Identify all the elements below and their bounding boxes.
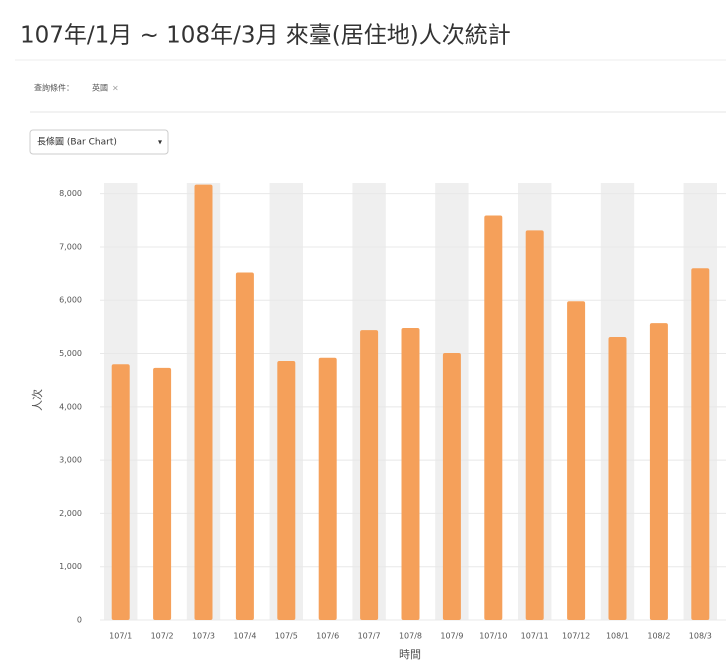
bar	[608, 337, 627, 620]
bar	[360, 330, 379, 620]
x-tick-label: 107/9	[440, 632, 463, 641]
y-tick-label: 6,000	[59, 296, 82, 305]
y-tick-label: 1,000	[59, 562, 82, 571]
x-tick-label: 108/2	[647, 632, 670, 641]
bar	[318, 357, 337, 620]
x-tick-label: 108/3	[689, 632, 712, 641]
filter-tag: 英國	[92, 83, 108, 93]
x-tick-label: 107/8	[399, 632, 422, 641]
x-tick-label: 107/12	[562, 632, 590, 641]
filter-label: 查詢條件：	[34, 83, 74, 93]
x-tick-label: 107/6	[316, 632, 339, 641]
page-title: 107年/1月 ~ 108年/3月 來臺(居住地)人次統計	[20, 23, 511, 49]
y-tick-label: 3,000	[59, 456, 82, 465]
x-tick-label: 107/11	[521, 632, 549, 641]
y-tick-label: 5,000	[59, 349, 82, 358]
bar	[277, 360, 296, 620]
y-tick-label: 8,000	[59, 189, 82, 198]
bar	[649, 323, 668, 620]
x-tick-label: 107/2	[151, 632, 174, 641]
dropdown-label: 長條圖 (Bar Chart)	[37, 136, 117, 148]
x-tick-label: 108/1	[606, 632, 629, 641]
y-tick-label: 4,000	[59, 402, 82, 411]
bar	[153, 367, 172, 620]
x-tick-label: 107/5	[275, 632, 298, 641]
x-tick-label: 107/3	[192, 632, 215, 641]
bar	[235, 272, 254, 620]
bar	[525, 230, 544, 620]
bar	[567, 301, 586, 620]
y-tick-label: 2,000	[59, 509, 82, 518]
bar	[442, 353, 461, 620]
y-axis-label: 人次	[30, 389, 44, 411]
chart-type-dropdown[interactable]	[29, 129, 169, 155]
dropdown-arrow: ▾	[158, 138, 162, 147]
x-axis-label: 時間	[399, 648, 421, 661]
x-tick-label: 107/4	[233, 632, 256, 641]
y-tick-label: 7,000	[59, 242, 82, 251]
bar	[484, 215, 503, 620]
bar	[111, 364, 130, 620]
y-tick-label: 0	[77, 616, 82, 625]
bar	[194, 184, 213, 620]
bar	[691, 268, 710, 620]
bar	[401, 327, 420, 620]
x-tick-label: 107/1	[109, 632, 132, 641]
x-tick-label: 107/7	[358, 632, 381, 641]
filter-remove[interactable]: ×	[112, 84, 119, 93]
x-tick-label: 107/10	[479, 632, 507, 641]
